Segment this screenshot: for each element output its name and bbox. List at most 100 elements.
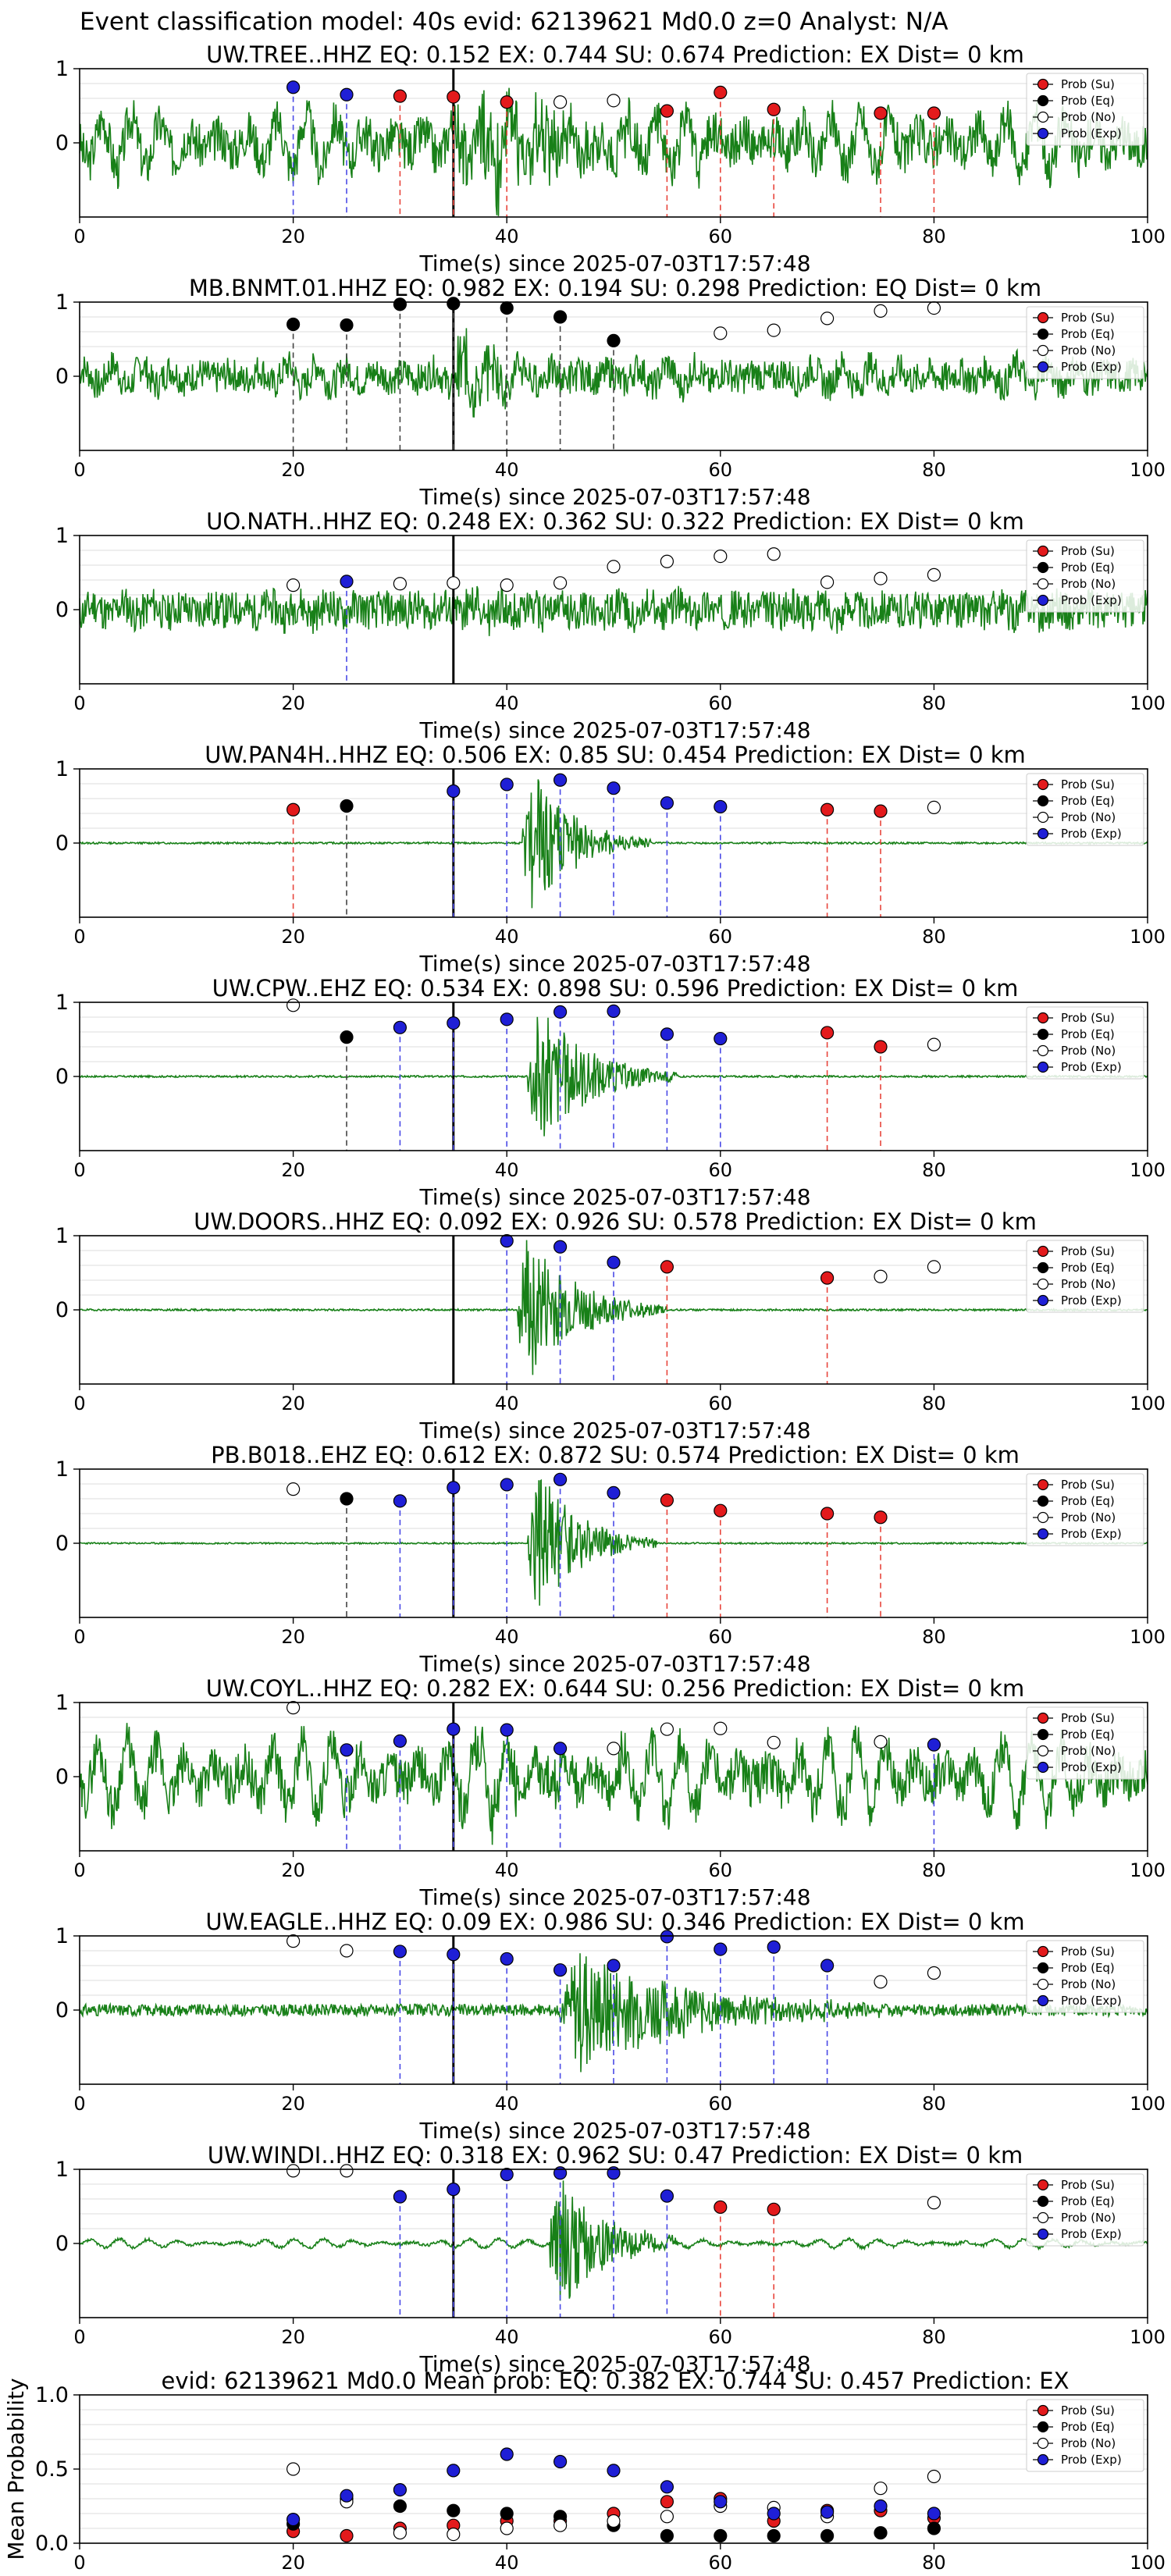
legend-marker-su: [1037, 311, 1049, 324]
legend-marker-su: [1037, 545, 1049, 557]
x-tick-label: 80: [922, 692, 946, 714]
legend-marker-no: [1037, 2437, 1049, 2450]
prob-point-no: [447, 576, 461, 590]
x-tick-label: 20: [281, 2093, 305, 2115]
legend-label-su: Prob (Su): [1061, 1711, 1115, 1725]
y-tick-label: 0: [55, 2232, 69, 2256]
prob-point-no: [714, 549, 728, 564]
x-tick-label: 80: [922, 1393, 946, 1414]
x-tick-label: 100: [1130, 2093, 1166, 2115]
legend-label-exp: Prob (Exp): [1061, 593, 1122, 607]
x-tick-label: 20: [281, 226, 305, 247]
legend-label-eq: Prob (Eq): [1061, 560, 1115, 575]
legend-label-su: Prob (Su): [1061, 2178, 1115, 2192]
x-tick-label: 80: [922, 2552, 946, 2574]
chart-panel-10: UW.WINDI..HHZ EQ: 0.318 EX: 0.962 SU: 0.…: [55, 2142, 1166, 2377]
prob-point-no: [927, 1037, 941, 1051]
prob-point-exp: [340, 87, 354, 101]
legend-box: [1026, 2399, 1144, 2472]
legend-label-exp: Prob (Exp): [1061, 2453, 1122, 2467]
legend-label-exp: Prob (Exp): [1061, 1293, 1122, 1308]
panel-title: UW.COYL..HHZ EQ: 0.282 EX: 0.644 SU: 0.2…: [206, 1675, 1025, 1702]
y-tick-label: 1.0: [35, 2383, 69, 2407]
mean-prob-point-eq: [660, 2528, 674, 2543]
legend-marker-no: [1037, 578, 1049, 590]
legend-label-exp: Prob (Exp): [1061, 126, 1122, 141]
legend-label-eq: Prob (Eq): [1061, 1494, 1115, 1508]
legend-marker-exp: [1037, 1761, 1049, 1774]
legend-label-no: Prob (No): [1061, 810, 1116, 824]
prob-point-exp: [447, 1481, 461, 1495]
mean-prob-point-eq: [500, 2507, 514, 2521]
legend-label-eq: Prob (Eq): [1061, 1027, 1115, 1041]
x-tick-label: 20: [281, 2326, 305, 2348]
mean-prob-point-exp: [500, 2447, 514, 2461]
legend-label-su: Prob (Su): [1061, 1011, 1115, 1025]
panel-title: evid: 62139621 Md0.0 Mean prob: EQ: 0.38…: [161, 2368, 1069, 2394]
y-axis-label: Mean Probability: [3, 2378, 29, 2560]
x-tick-label: 40: [495, 2326, 519, 2348]
prob-point-no: [553, 95, 568, 109]
prob-point-exp: [607, 1959, 621, 1973]
y-tick-label: 0: [55, 1765, 69, 1789]
legend-label-exp: Prob (Exp): [1061, 2227, 1122, 2241]
legend-label-no: Prob (No): [1061, 1044, 1116, 1058]
chart-panel-7: PB.B018..EHZ EQ: 0.612 EX: 0.872 SU: 0.5…: [55, 1442, 1166, 1677]
prob-point-exp: [553, 1963, 568, 1977]
x-tick-label: 100: [1130, 1626, 1166, 1648]
mean-prob-point-no: [874, 2482, 888, 2496]
x-tick-label: 100: [1130, 459, 1166, 481]
prob-point-exp: [500, 1952, 514, 1966]
prob-point-exp: [553, 1472, 568, 1486]
prob-point-su: [287, 802, 301, 817]
x-tick-label: 80: [922, 2326, 946, 2348]
legend-marker-eq: [1037, 795, 1049, 807]
prob-point-exp: [393, 1734, 408, 1748]
prob-point-exp: [553, 1240, 568, 1254]
prob-point-exp: [607, 1485, 621, 1500]
legend-label-su: Prob (Su): [1061, 777, 1115, 792]
legend-marker-no: [1037, 344, 1049, 357]
legend-marker-no: [1037, 1044, 1049, 1057]
panel-title: MB.BNMT.01.HHZ EQ: 0.982 EX: 0.194 SU: 0…: [189, 275, 1041, 301]
prob-point-exp: [393, 1494, 408, 1508]
x-axis-label: Time(s) since 2025-07-03T17:57:48: [418, 2351, 810, 2377]
mean-prob-point-exp: [874, 2499, 888, 2514]
x-axis-label: Time(s) since 2025-07-03T17:57:48: [418, 1184, 810, 1210]
prob-point-eq: [500, 301, 514, 315]
prob-point-su: [820, 1271, 835, 1285]
chart-panel-11: evid: 62139621 Md0.0 Mean prob: EQ: 0.38…: [3, 2368, 1166, 2574]
prob-point-no: [927, 1966, 941, 1980]
prob-point-su: [874, 106, 888, 120]
prob-point-su: [714, 2200, 728, 2215]
prob-point-exp: [714, 1031, 728, 1046]
x-tick-label: 20: [281, 1159, 305, 1181]
legend-marker-exp: [1037, 594, 1049, 607]
legend-marker-no: [1037, 1978, 1049, 1991]
prob-point-no: [874, 1975, 888, 1989]
x-tick-label: 60: [709, 1159, 733, 1181]
prob-point-no: [927, 2196, 941, 2210]
legend-label-eq: Prob (Eq): [1061, 2194, 1115, 2208]
x-tick-label: 0: [73, 692, 85, 714]
y-tick-label: 0: [55, 831, 69, 856]
legend-box: [1026, 73, 1144, 146]
prob-point-su: [447, 90, 461, 104]
y-tick-label: 1: [55, 1924, 69, 1948]
prob-point-su: [660, 1260, 674, 1274]
x-tick-label: 60: [709, 1626, 733, 1648]
legend-label-no: Prob (No): [1061, 1277, 1116, 1291]
prob-point-exp: [714, 799, 728, 814]
prob-point-no: [714, 1721, 728, 1735]
mean-prob-point-eq: [927, 2521, 941, 2535]
prob-point-exp: [660, 1027, 674, 1041]
y-tick-label: 1: [55, 1224, 69, 1248]
legend-marker-su: [1037, 778, 1049, 791]
x-tick-label: 0: [73, 2552, 85, 2574]
legend-marker-eq: [1037, 328, 1049, 340]
waveform-trace: [80, 583, 1148, 636]
x-tick-label: 80: [922, 459, 946, 481]
prob-point-exp: [447, 784, 461, 799]
prob-point-exp: [500, 1723, 514, 1737]
legend-marker-eq: [1037, 94, 1049, 107]
